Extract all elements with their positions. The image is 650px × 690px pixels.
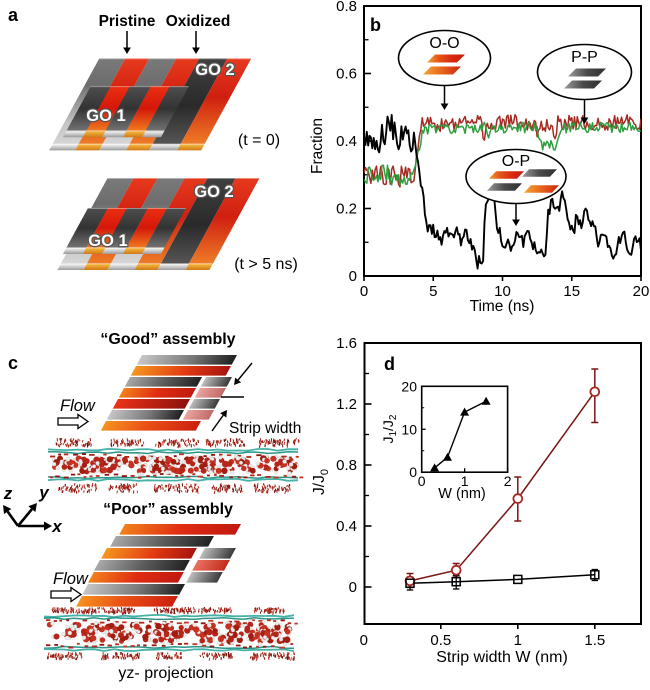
svg-text:1: 1 — [514, 632, 522, 649]
svg-text:0.8: 0.8 — [336, 457, 357, 474]
svg-text:“Good” assembly: “Good” assembly — [100, 331, 235, 348]
svg-text:0.4: 0.4 — [336, 133, 357, 150]
svg-text:P-P: P-P — [571, 49, 598, 66]
svg-text:W (nm): W (nm) — [438, 486, 486, 502]
svg-text:Strip width W (nm): Strip width W (nm) — [436, 649, 568, 666]
svg-text:(t > 5 ns): (t > 5 ns) — [234, 256, 298, 273]
svg-text:1.2: 1.2 — [336, 396, 357, 413]
svg-text:0: 0 — [360, 283, 368, 300]
svg-text:0.6: 0.6 — [336, 66, 357, 83]
svg-text:Time (ns): Time (ns) — [470, 298, 535, 315]
svg-text:O-P: O-P — [502, 153, 530, 170]
svg-text:GO 1: GO 1 — [86, 107, 125, 125]
svg-text:20: 20 — [401, 378, 417, 394]
svg-text:0: 0 — [349, 268, 357, 285]
svg-text:O-O: O-O — [429, 35, 459, 52]
svg-text:Flow: Flow — [60, 397, 96, 415]
svg-text:0: 0 — [349, 579, 357, 596]
svg-text:y: y — [38, 483, 50, 502]
svg-text:10: 10 — [401, 421, 417, 437]
svg-text:Flow: Flow — [53, 570, 89, 588]
svg-text:0.4: 0.4 — [336, 518, 357, 535]
svg-text:0.5: 0.5 — [430, 632, 451, 649]
svg-text:5: 5 — [429, 283, 437, 300]
svg-text:a: a — [8, 5, 19, 25]
svg-text:0.2: 0.2 — [336, 201, 357, 218]
svg-text:0.8: 0.8 — [336, 0, 357, 15]
svg-text:1.5: 1.5 — [584, 632, 605, 649]
svg-text:15: 15 — [563, 283, 580, 300]
svg-text:20: 20 — [633, 283, 650, 300]
svg-text:Fraction: Fraction — [309, 118, 326, 174]
svg-text:0: 0 — [418, 473, 426, 489]
svg-text:2: 2 — [504, 473, 512, 489]
svg-text:Strip width: Strip width — [229, 420, 301, 437]
svg-text:Pristine: Pristine — [99, 13, 156, 30]
svg-text:GO 1: GO 1 — [88, 232, 127, 250]
svg-text:“Poor” assembly: “Poor” assembly — [103, 501, 233, 518]
svg-text:d: d — [384, 354, 395, 374]
svg-text:0: 0 — [409, 464, 417, 480]
svg-text:c: c — [8, 353, 18, 373]
svg-text:b: b — [370, 15, 381, 35]
svg-text:z: z — [3, 484, 13, 503]
svg-text:GO 2: GO 2 — [194, 183, 233, 201]
svg-text:1.6: 1.6 — [336, 335, 357, 352]
svg-text:(t = 0): (t = 0) — [238, 132, 280, 149]
svg-text:yz- projection: yz- projection — [118, 665, 213, 682]
svg-text:x: x — [51, 517, 63, 536]
svg-text:GO 2: GO 2 — [195, 61, 234, 79]
svg-text:0: 0 — [360, 632, 368, 649]
svg-text:Oxidized: Oxidized — [166, 13, 231, 30]
